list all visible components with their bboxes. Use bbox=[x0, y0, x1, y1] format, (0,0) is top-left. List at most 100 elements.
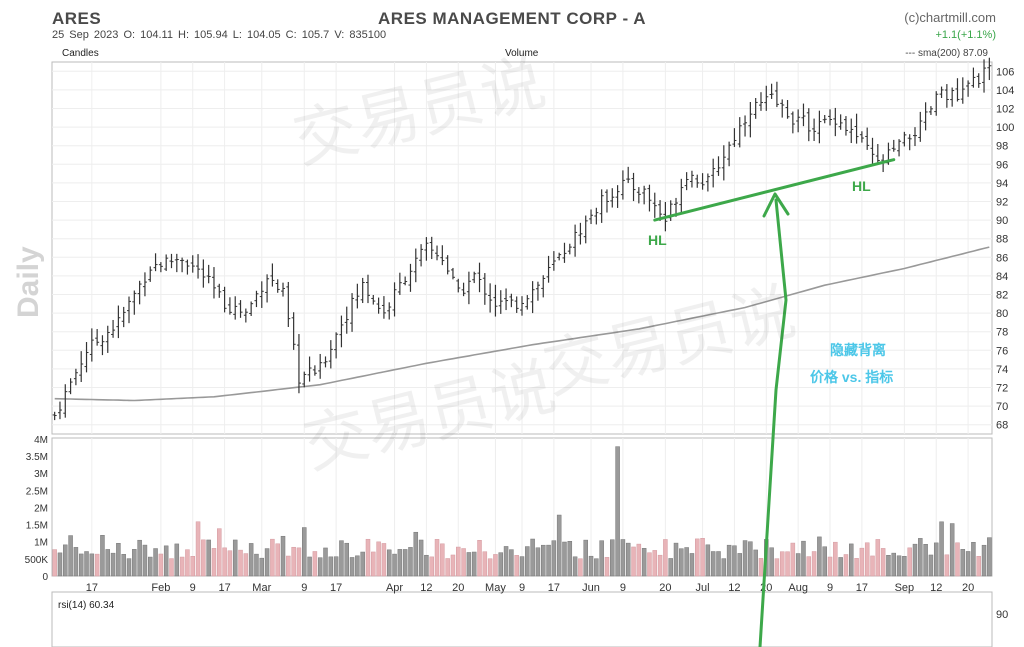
volume-bar bbox=[185, 549, 190, 577]
volume-bar bbox=[742, 540, 748, 577]
volume-bar bbox=[158, 553, 164, 577]
price-tick-label: 96 bbox=[996, 159, 1008, 171]
price-tick-label: 106 bbox=[996, 66, 1014, 78]
x-tick-label: 17 bbox=[218, 582, 230, 594]
rsi-tick-label: 90 bbox=[996, 609, 1008, 621]
volume-bar bbox=[705, 544, 711, 577]
volume-bar bbox=[456, 546, 461, 577]
volume-bar bbox=[179, 556, 185, 577]
volume-bar bbox=[625, 542, 631, 577]
volume-bar bbox=[695, 538, 700, 577]
volume-bar bbox=[429, 556, 434, 577]
volume-bar bbox=[238, 549, 243, 577]
volume-bar bbox=[859, 547, 865, 577]
volume-bar bbox=[806, 556, 812, 577]
price-tick-label: 82 bbox=[996, 290, 1008, 302]
sma200-line bbox=[54, 246, 990, 402]
volume-bar bbox=[376, 541, 381, 577]
volume-bar bbox=[132, 549, 137, 577]
volume-bar bbox=[259, 557, 265, 577]
volume-bar bbox=[684, 547, 689, 577]
volume-bar bbox=[217, 528, 222, 577]
hl-annotation-left: HL bbox=[648, 232, 667, 248]
volume-bar bbox=[52, 549, 57, 577]
volume-bar bbox=[482, 551, 488, 577]
volume-bar bbox=[232, 539, 238, 577]
x-tick-label: 17 bbox=[86, 582, 98, 594]
volume-bar bbox=[94, 553, 100, 577]
volume-tick-label: 3.5M bbox=[26, 452, 48, 463]
rsi-axis: 90 bbox=[996, 609, 1008, 621]
volume-bar bbox=[78, 553, 84, 577]
volume-bar bbox=[838, 557, 843, 577]
volume-bar bbox=[567, 541, 573, 577]
volume-bar bbox=[875, 539, 881, 577]
volume-bar bbox=[73, 547, 79, 577]
divergence-arrow bbox=[758, 198, 788, 647]
volume-bar bbox=[939, 521, 944, 577]
volume-tick-label: 500K bbox=[25, 555, 49, 566]
volume-bar bbox=[955, 542, 960, 577]
volume-bar bbox=[673, 542, 679, 577]
candles-label[interactable]: Candles bbox=[62, 48, 99, 59]
volume-bar bbox=[572, 556, 578, 577]
volume-bar bbox=[275, 543, 280, 577]
volume-bar bbox=[222, 547, 227, 577]
volume-bar bbox=[243, 553, 249, 577]
volume-bar bbox=[636, 543, 642, 577]
x-tick-label: 20 bbox=[452, 582, 464, 594]
price-tick-label: 68 bbox=[996, 420, 1008, 432]
volume-bar bbox=[912, 543, 918, 577]
volume-bar bbox=[896, 555, 902, 577]
volume-bar bbox=[493, 554, 498, 577]
volume-bar bbox=[195, 521, 201, 577]
volume-bar bbox=[907, 547, 912, 577]
volume-bar bbox=[286, 555, 291, 577]
hl-annotation-right: HL bbox=[852, 178, 871, 194]
volume-bar bbox=[270, 538, 275, 577]
x-tick-label: 9 bbox=[301, 582, 307, 594]
price-tick-label: 100 bbox=[996, 122, 1014, 134]
volume-bar bbox=[923, 544, 928, 577]
volume-bar bbox=[63, 544, 68, 577]
volume-tick-label: 2M bbox=[34, 503, 48, 514]
x-tick-label: Sep bbox=[895, 582, 915, 594]
ticker-symbol: ARES bbox=[52, 9, 102, 28]
grid bbox=[51, 61, 993, 647]
volume-tick-label: 4M bbox=[34, 435, 48, 446]
x-tick-label: 9 bbox=[827, 582, 833, 594]
divergence-label-line1: 隐藏背离 bbox=[830, 342, 886, 358]
volume-bar bbox=[987, 537, 992, 577]
volume-bar bbox=[280, 535, 286, 577]
price-tick-label: 88 bbox=[996, 234, 1008, 246]
volume-bar bbox=[779, 551, 785, 577]
volume-bar bbox=[190, 556, 195, 577]
x-tick-label: 17 bbox=[548, 582, 560, 594]
x-tick-label: 9 bbox=[190, 582, 196, 594]
brand-link[interactable]: (c)chartmill.com bbox=[904, 10, 996, 25]
volume-tick-label: 2.5M bbox=[26, 486, 48, 497]
volume-label[interactable]: Volume bbox=[505, 48, 539, 59]
volume-bar bbox=[843, 554, 849, 577]
volume-axis: 0 500K 1M 1.5M 2M 2.5M 3M 3.5M 4M bbox=[25, 435, 49, 583]
volume-bar bbox=[392, 553, 397, 577]
volume-bar bbox=[556, 514, 562, 577]
volume-bar bbox=[886, 555, 891, 577]
volume-bar bbox=[795, 553, 801, 577]
x-tick-label: 12 bbox=[728, 582, 740, 594]
volume-bar bbox=[960, 549, 966, 577]
volume-bar bbox=[201, 539, 206, 577]
volume-bar bbox=[551, 540, 557, 577]
volume-bar bbox=[849, 543, 854, 577]
volume-bar bbox=[413, 531, 419, 577]
volume-bar bbox=[530, 538, 535, 577]
price-axis: 68 70 72 74 76 78 80 82 84 86 88 90 92 94 96 98 100 102 10… bbox=[996, 66, 1014, 431]
price-tick-label: 92 bbox=[996, 197, 1008, 209]
chart-title: ARES MANAGEMENT CORP - A bbox=[378, 9, 646, 28]
volume-tick-label: 1M bbox=[34, 538, 48, 549]
volume-bar bbox=[758, 558, 764, 577]
volume-bar bbox=[307, 556, 312, 577]
volume-bar bbox=[471, 551, 477, 577]
price-tick-label: 76 bbox=[996, 345, 1008, 357]
annotation-layer bbox=[653, 158, 896, 647]
